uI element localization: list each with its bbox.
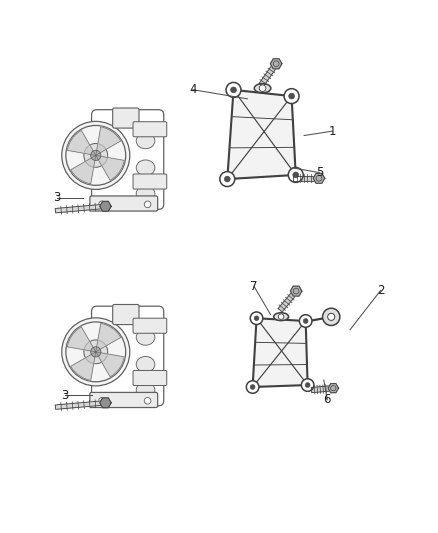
Circle shape: [328, 313, 335, 320]
Text: 1: 1: [329, 125, 336, 138]
Polygon shape: [96, 352, 124, 377]
Polygon shape: [55, 205, 101, 213]
FancyBboxPatch shape: [133, 370, 167, 385]
Text: 3: 3: [53, 191, 60, 204]
Ellipse shape: [136, 357, 155, 372]
Polygon shape: [278, 293, 295, 312]
FancyBboxPatch shape: [113, 108, 139, 128]
Polygon shape: [290, 286, 302, 296]
Polygon shape: [96, 156, 124, 180]
Circle shape: [259, 85, 266, 92]
FancyBboxPatch shape: [133, 174, 167, 189]
Circle shape: [99, 398, 105, 404]
Circle shape: [288, 167, 303, 182]
Polygon shape: [328, 384, 339, 393]
Circle shape: [250, 312, 263, 325]
Circle shape: [322, 308, 340, 326]
Circle shape: [231, 87, 237, 93]
Circle shape: [220, 172, 235, 187]
Circle shape: [289, 93, 294, 99]
Circle shape: [144, 398, 151, 404]
Polygon shape: [67, 327, 96, 352]
FancyBboxPatch shape: [90, 392, 158, 408]
Text: 6: 6: [324, 393, 331, 406]
Circle shape: [250, 385, 255, 390]
Circle shape: [301, 379, 314, 391]
Polygon shape: [313, 173, 325, 183]
Ellipse shape: [274, 313, 289, 320]
Polygon shape: [311, 386, 329, 393]
FancyBboxPatch shape: [113, 304, 139, 325]
Ellipse shape: [136, 382, 155, 398]
Text: 5: 5: [316, 166, 323, 179]
Ellipse shape: [136, 185, 155, 201]
Circle shape: [91, 150, 101, 160]
Circle shape: [91, 347, 101, 357]
Circle shape: [84, 143, 108, 167]
Circle shape: [300, 314, 312, 327]
Circle shape: [99, 201, 105, 208]
Text: 7: 7: [250, 280, 258, 293]
Polygon shape: [71, 352, 96, 381]
Circle shape: [226, 83, 241, 98]
Polygon shape: [96, 324, 121, 352]
Text: 2: 2: [377, 284, 384, 297]
Ellipse shape: [136, 133, 155, 149]
Polygon shape: [270, 59, 282, 69]
Text: 4: 4: [189, 83, 197, 96]
Polygon shape: [100, 201, 111, 211]
Circle shape: [144, 201, 151, 208]
Circle shape: [279, 314, 284, 319]
Polygon shape: [227, 90, 296, 179]
Polygon shape: [96, 127, 121, 156]
Polygon shape: [67, 131, 96, 156]
Circle shape: [284, 88, 299, 103]
Circle shape: [305, 383, 310, 387]
Circle shape: [293, 172, 299, 178]
Circle shape: [62, 122, 130, 189]
Polygon shape: [71, 156, 96, 184]
Polygon shape: [293, 176, 314, 181]
FancyBboxPatch shape: [90, 196, 158, 211]
FancyBboxPatch shape: [133, 318, 167, 333]
Ellipse shape: [136, 160, 155, 176]
Polygon shape: [253, 318, 307, 387]
Polygon shape: [55, 401, 101, 409]
Ellipse shape: [136, 329, 155, 345]
Circle shape: [246, 381, 259, 393]
Circle shape: [254, 316, 259, 320]
Circle shape: [62, 318, 130, 386]
Text: 3: 3: [62, 389, 69, 402]
Polygon shape: [259, 66, 276, 86]
Circle shape: [224, 176, 230, 182]
Circle shape: [84, 340, 108, 364]
Polygon shape: [100, 398, 111, 408]
Circle shape: [303, 319, 308, 324]
FancyBboxPatch shape: [133, 122, 167, 137]
Ellipse shape: [254, 84, 271, 93]
